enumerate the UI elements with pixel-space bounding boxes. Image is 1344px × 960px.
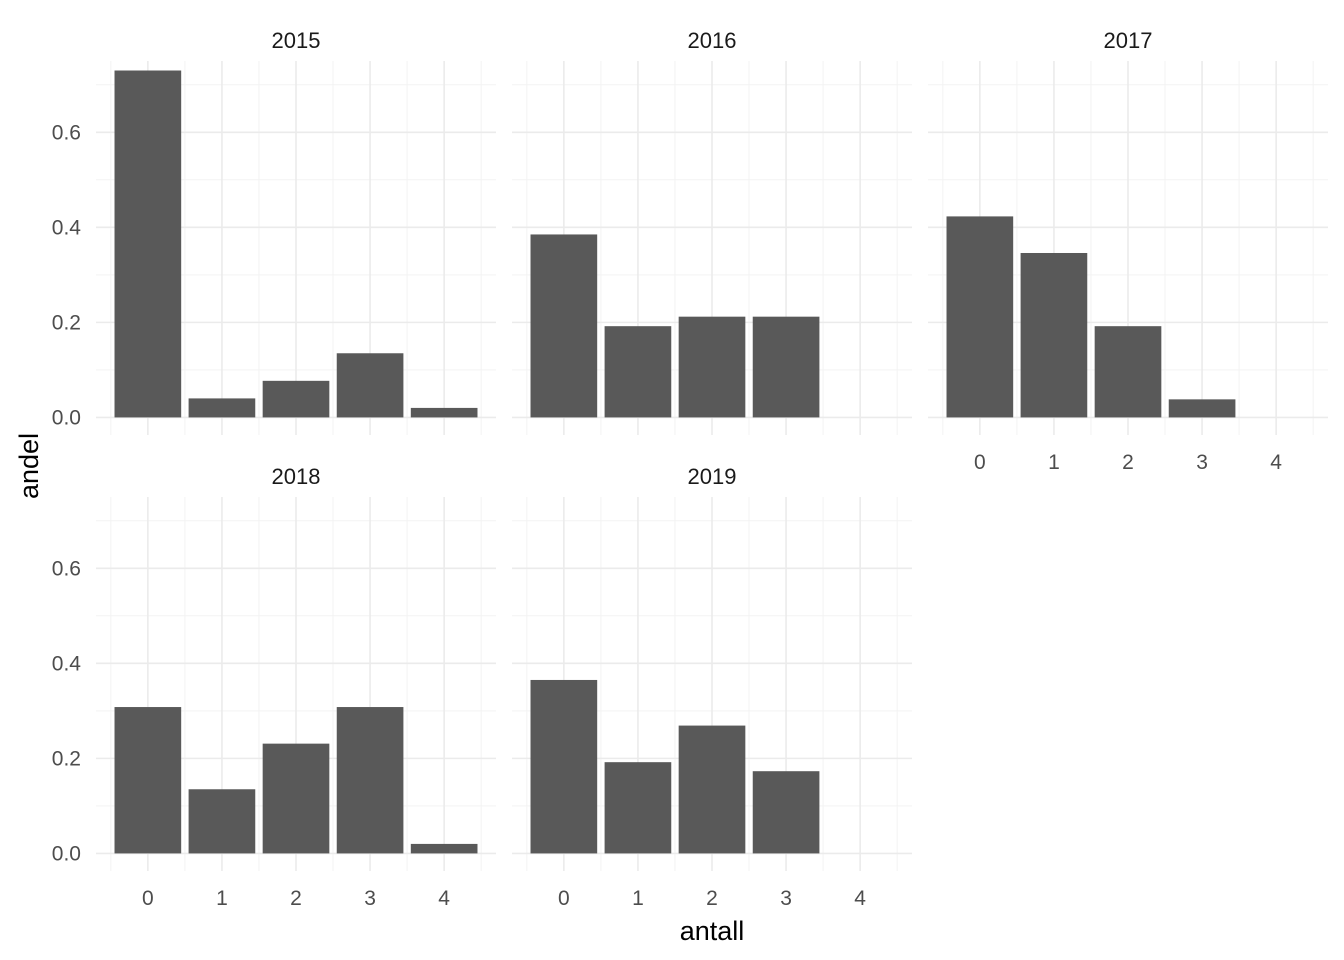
bar-2015-1 <box>188 398 256 418</box>
x-tick-label: 0 <box>142 887 154 910</box>
y-tick-label: 0.0 <box>52 406 81 429</box>
facet-strip-title: 2018 <box>272 464 321 489</box>
bar-2016-2 <box>678 316 746 418</box>
x-tick-label: 4 <box>1270 451 1282 474</box>
y-tick-label: 0.2 <box>52 311 81 334</box>
x-axis-title: antall <box>680 916 745 946</box>
y-tick-label: 0.2 <box>52 747 81 770</box>
facet-panel-2017: 2017 0 1 2 3 4 <box>928 28 1328 474</box>
bar-2015-3 <box>336 353 404 418</box>
x-tick-label: 1 <box>1048 451 1060 474</box>
x-tick-label: 0 <box>974 451 986 474</box>
x-tick-label: 4 <box>854 887 866 910</box>
bar-2019-1 <box>604 762 672 854</box>
bar-2019-2 <box>678 725 746 854</box>
bar-2019-3 <box>752 771 820 854</box>
bar-2016-1 <box>604 326 672 418</box>
bar-2015-2 <box>262 380 330 418</box>
y-tick-label: 0.0 <box>52 842 81 865</box>
bar-2017-3 <box>1168 399 1236 418</box>
bar-2016-0 <box>530 234 598 418</box>
x-tick-label: 2 <box>290 887 302 910</box>
x-tick-label: 0 <box>558 887 570 910</box>
bar-2018-0 <box>114 707 182 854</box>
bar-2018-1 <box>188 789 256 854</box>
facet-strip-title: 2017 <box>1104 28 1153 53</box>
facet-panels: 2015 0.0 0.2 0.4 0.6 2016 2017 0 1 2 3 4 2018 0.0 0.2 0… <box>52 28 1328 910</box>
bar-2018-4 <box>410 843 478 854</box>
y-tick-label: 0.4 <box>52 216 82 239</box>
y-axis-title: andel <box>14 433 44 499</box>
facet-panel-2018: 2018 0.0 0.2 0.4 0.6 0 1 2 3 4 <box>52 464 496 910</box>
x-tick-label: 1 <box>216 887 228 910</box>
x-tick-label: 3 <box>364 887 376 910</box>
y-tick-label: 0.6 <box>52 557 81 580</box>
bar-2018-2 <box>262 743 330 854</box>
facet-panel-2015: 2015 0.0 0.2 0.4 0.6 <box>52 28 496 435</box>
x-tick-label: 4 <box>438 887 450 910</box>
facet-strip-title: 2019 <box>688 464 737 489</box>
x-tick-label: 2 <box>706 887 718 910</box>
facet-panel-2019: 2019 0 1 2 3 4 <box>512 464 912 910</box>
x-tick-label: 1 <box>632 887 644 910</box>
facet-strip-title: 2015 <box>272 28 321 53</box>
bar-2015-0 <box>114 70 182 418</box>
x-tick-label: 2 <box>1122 451 1134 474</box>
bar-2018-3 <box>336 707 404 854</box>
bar-2017-0 <box>946 216 1014 418</box>
bar-2017-1 <box>1020 252 1088 418</box>
bar-2015-4 <box>410 407 478 418</box>
x-tick-label: 3 <box>1196 451 1208 474</box>
facet-panel-2016: 2016 <box>512 28 912 435</box>
bar-2019-0 <box>530 679 598 854</box>
bar-2016-3 <box>752 316 820 418</box>
facet-strip-title: 2016 <box>688 28 737 53</box>
x-tick-label: 3 <box>780 887 792 910</box>
y-tick-label: 0.6 <box>52 121 81 144</box>
y-tick-label: 0.4 <box>52 652 82 675</box>
bar-2017-2 <box>1094 326 1162 418</box>
